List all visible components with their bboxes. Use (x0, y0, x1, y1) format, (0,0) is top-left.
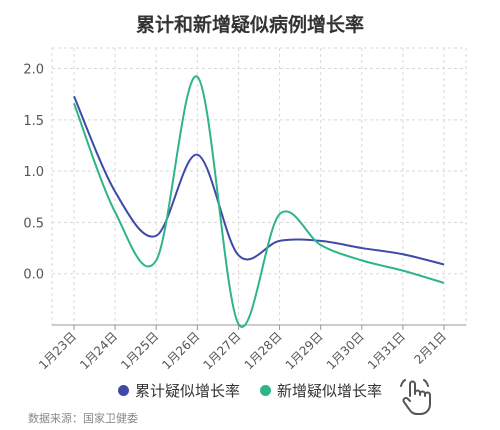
x-tick-label: 2月1日 (411, 329, 449, 367)
x-tick-label: 1月29日 (283, 329, 326, 372)
y-tick-label: 0.0 (23, 268, 44, 283)
data-source: 数据来源：国家卫健委 (28, 412, 138, 425)
grid-lines (51, 47, 467, 330)
x-tick-label: 1月28日 (242, 329, 285, 372)
x-tick-label: 1月30日 (324, 329, 367, 372)
plot-frame (51, 47, 467, 326)
legend-label-new: 新增疑似增长率 (277, 382, 383, 400)
x-tick-label: 1月27日 (200, 329, 243, 372)
legend-item-cumulative[interactable]: 累计疑似增长率 (117, 380, 240, 401)
y-axis-ticks: 2.0 1.5 1.0 0.5 0.0 (23, 63, 44, 283)
x-tick-label: 1月24日 (77, 329, 120, 372)
x-tick-label: 1月31日 (365, 329, 408, 372)
legend-label-cumulative: 累计疑似增长率 (134, 382, 240, 400)
y-tick-label: 2.0 (23, 63, 44, 78)
series-line-1[interactable] (73, 75, 445, 328)
hand-pointer-icon[interactable] (396, 376, 438, 418)
x-tick-label: 1月23日 (36, 329, 79, 372)
legend-marker-cumulative (117, 385, 129, 396)
y-tick-label: 1.5 (23, 114, 44, 129)
legend: 累计疑似增长率 新增疑似增长率 (0, 380, 500, 401)
chart-title: 累计和新增疑似病例增长率 (135, 14, 364, 36)
series-lines (73, 75, 445, 328)
y-tick-label: 1.0 (23, 165, 44, 180)
legend-marker-new (260, 385, 271, 396)
legend-item-new[interactable]: 新增疑似增长率 (260, 380, 382, 401)
x-tick-label: 1月26日 (159, 329, 202, 372)
series-line-0[interactable] (73, 95, 445, 266)
x-axis-ticks: 1月23日1月24日1月25日1月26日1月27日1月28日1月29日1月30日… (36, 329, 449, 372)
y-tick-label: 0.5 (23, 216, 44, 231)
x-tick-label: 1月25日 (118, 329, 161, 372)
